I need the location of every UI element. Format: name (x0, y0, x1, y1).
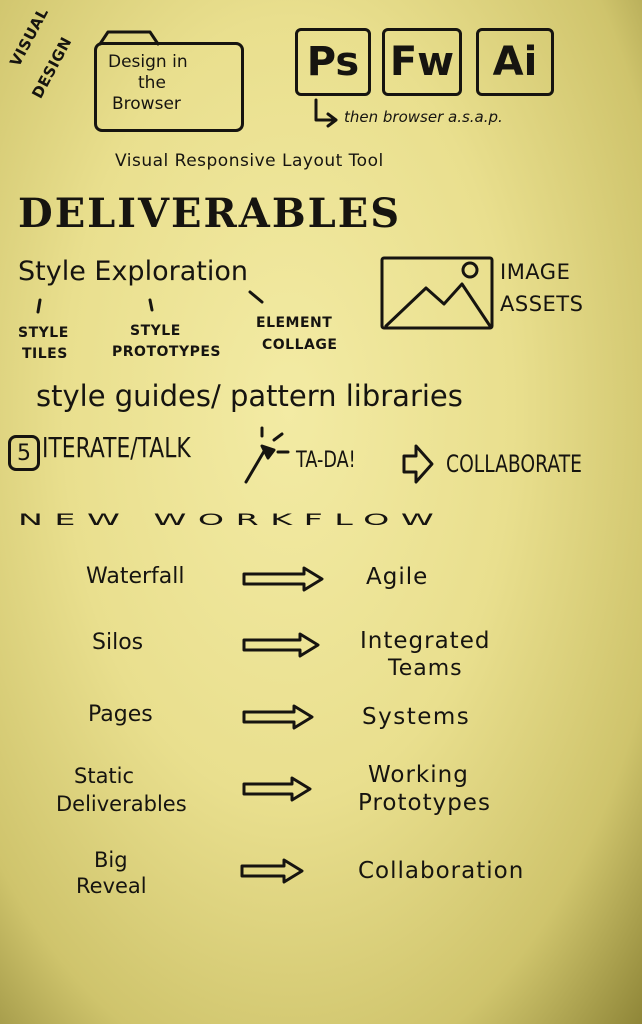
workflow-to-systems: Systems (362, 704, 471, 730)
branch-style-tiles-2: TILES (22, 346, 68, 362)
workflow-to-collaboration: Collaboration (358, 858, 525, 884)
app-ps-icon: Ps (295, 28, 371, 96)
workflow-from-big: Big (94, 848, 128, 872)
workflow-arrow-icon (242, 566, 324, 592)
workflow-to-integrated: Integrated (360, 628, 491, 654)
workflow-to-agile: Agile (366, 564, 429, 590)
workflow-arrow-icon (242, 704, 314, 730)
workflow-from-silos: Silos (92, 630, 144, 655)
branch-element-collage-1: ELEMENT (256, 315, 333, 331)
app-fw-icon: Fw (382, 28, 462, 96)
browser-box-line-1: Design in (108, 52, 188, 72)
branch-style-prototypes-2: PROTOTYPES (112, 344, 221, 360)
branch-style-prototypes-1: STYLE (130, 323, 181, 339)
workflow-from-waterfall: Waterfall (86, 564, 185, 589)
collaborate: COLLABORATE (446, 450, 583, 478)
design-in-browser-box (94, 42, 244, 132)
workflow-arrow-icon (240, 858, 304, 884)
tada: TA-DA! (296, 448, 356, 473)
subtitle: Visual Responsive Layout Tool (115, 151, 384, 171)
workflow-arrow-icon (242, 776, 312, 802)
new-workflow-title: NEW WORKFLOW (18, 510, 446, 530)
workflow-to-prototypes: Prototypes (358, 790, 491, 816)
workflow-from-deliverables: Deliverables (56, 792, 187, 816)
workflow-from-pages: Pages (88, 702, 153, 727)
browser-box-line-3: Browser (112, 94, 181, 114)
branch-style-tiles-1: STYLE (18, 325, 69, 341)
workflow-to-working: Working (368, 762, 469, 788)
iterate-talk: ITERATE/TALK (42, 431, 191, 464)
app-ai-icon: Ai (476, 28, 554, 96)
iterate-number: 5 (17, 440, 31, 466)
workflow-to-teams: Teams (388, 656, 463, 681)
branch-element-collage-2: COLLAGE (262, 337, 338, 353)
image-assets-line-1: IMAGE (500, 260, 571, 284)
browser-box-line-2: the (138, 73, 166, 93)
then-browser-note: then browser a.s.a.p. (344, 108, 503, 126)
workflow-from-static: Static (74, 764, 135, 788)
deliverables-title: DELIVERABLES (18, 190, 402, 237)
style-guides: style guides/ pattern libraries (36, 379, 463, 413)
workflow-from-reveal: Reveal (76, 874, 147, 898)
workflow-arrow-icon (242, 632, 320, 658)
style-exploration: Style Exploration (18, 256, 248, 287)
iterate-number-badge: 5 (8, 435, 40, 471)
image-assets-line-2: ASSETS (500, 292, 584, 316)
